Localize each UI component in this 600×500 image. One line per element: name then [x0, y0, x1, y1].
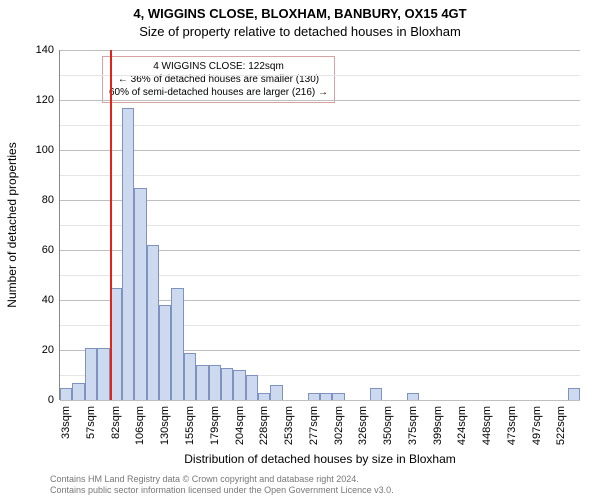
histogram-bar [122, 108, 134, 401]
x-tick-label: 424sqm [456, 406, 468, 445]
chart-title-line1: 4, WIGGINS CLOSE, BLOXHAM, BANBURY, OX15… [0, 6, 600, 21]
x-tick-label: 326sqm [357, 406, 369, 445]
x-tick-label: 448sqm [481, 406, 493, 445]
x-tick-label: 399sqm [432, 406, 444, 445]
x-tick-label: 350sqm [382, 406, 394, 445]
x-tick-label: 302sqm [333, 406, 345, 445]
x-tick-label: 473sqm [506, 406, 518, 445]
histogram-bar [72, 383, 84, 401]
histogram-bar [171, 288, 183, 401]
histogram-bar [332, 393, 344, 401]
x-tick-label: 33sqm [60, 406, 72, 439]
histogram-bar [147, 245, 159, 400]
plot-area: 4 WIGGINS CLOSE: 122sqm ← 36% of detache… [60, 50, 580, 400]
property-marker-line [110, 50, 112, 400]
histogram-bar [221, 368, 233, 401]
histogram-bar [568, 388, 580, 401]
histogram-bar [60, 388, 72, 401]
histogram-bar [184, 353, 196, 401]
histogram-bar [134, 188, 146, 401]
x-tick-label: 253sqm [283, 406, 295, 445]
x-tick-label: 375sqm [407, 406, 419, 445]
gridline [60, 150, 580, 151]
y-tick-label: 20 [24, 344, 54, 356]
gridline [60, 75, 580, 76]
histogram-bar [308, 393, 320, 401]
x-tick-label: 57sqm [85, 406, 97, 439]
x-tick-label: 522sqm [555, 406, 567, 445]
y-tick-label: 40 [24, 294, 54, 306]
histogram-bar [407, 393, 419, 401]
x-tick-label: 277sqm [308, 406, 320, 445]
x-tick-label: 130sqm [159, 406, 171, 445]
histogram-bar [258, 393, 270, 401]
histogram-bar [97, 348, 109, 401]
x-axis-label: Distribution of detached houses by size … [60, 452, 580, 466]
y-tick-label: 0 [24, 394, 54, 406]
chart-container: 4, WIGGINS CLOSE, BLOXHAM, BANBURY, OX15… [0, 0, 600, 500]
gridline [60, 50, 580, 51]
histogram-bar [209, 365, 221, 400]
histogram-bar [270, 385, 282, 400]
annotation-line3: 60% of semi-detached houses are larger (… [109, 86, 328, 99]
histogram-bar [246, 375, 258, 400]
x-tick-label: 82sqm [110, 406, 122, 439]
y-tick-label: 60 [24, 244, 54, 256]
gridline [60, 125, 580, 126]
x-tick-label: 204sqm [234, 406, 246, 445]
x-tick-label: 155sqm [184, 406, 196, 445]
footer-line1: Contains HM Land Registry data © Crown c… [50, 474, 394, 485]
histogram-bar [370, 388, 382, 401]
chart-title-line2: Size of property relative to detached ho… [0, 24, 600, 39]
y-axis-label: Number of detached properties [5, 142, 19, 307]
y-tick-label: 140 [24, 44, 54, 56]
y-tick-label: 100 [24, 144, 54, 156]
footer-line2: Contains public sector information licen… [50, 485, 394, 496]
x-tick-label: 179sqm [209, 406, 221, 445]
histogram-bar [320, 393, 332, 401]
x-tick-label: 106sqm [134, 406, 146, 445]
histogram-bar [159, 305, 171, 400]
y-tick-label: 80 [24, 194, 54, 206]
gridline [60, 175, 580, 176]
gridline [60, 400, 580, 401]
annotation-box: 4 WIGGINS CLOSE: 122sqm ← 36% of detache… [102, 56, 335, 103]
x-tick-label: 497sqm [531, 406, 543, 445]
histogram-bar [233, 370, 245, 400]
annotation-line1: 4 WIGGINS CLOSE: 122sqm [109, 60, 328, 73]
y-tick-label: 120 [24, 94, 54, 106]
x-tick-label: 228sqm [258, 406, 270, 445]
histogram-bar [196, 365, 208, 400]
histogram-bar [85, 348, 97, 401]
gridline [60, 100, 580, 101]
footer-attribution: Contains HM Land Registry data © Crown c… [50, 474, 394, 497]
